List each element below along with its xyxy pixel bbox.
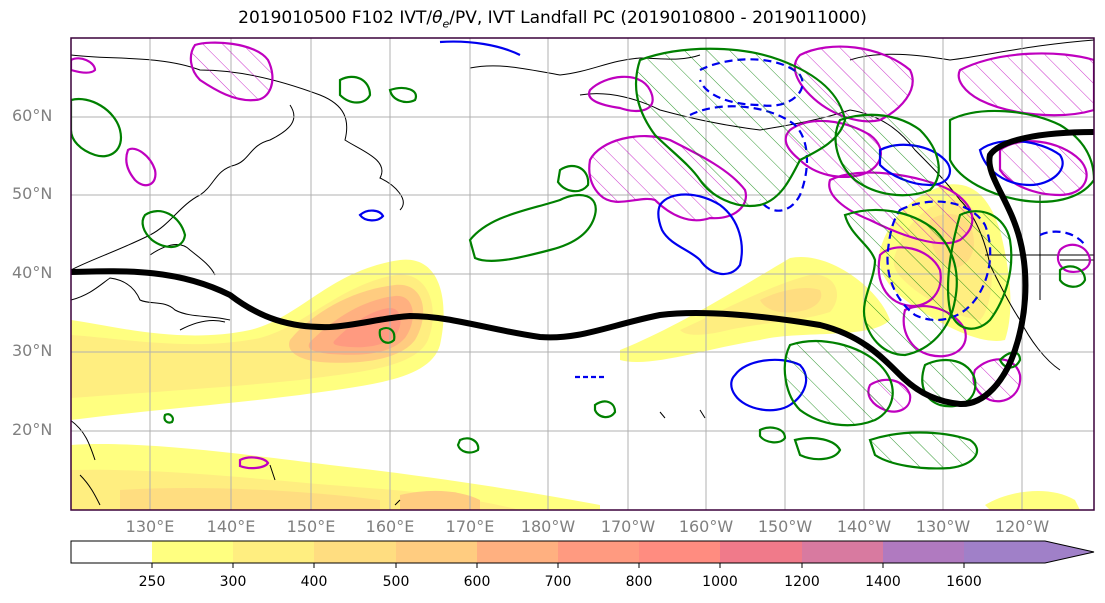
lon-label-130e: 130°E	[125, 517, 175, 536]
colorbar-segment-10	[883, 541, 964, 563]
colorbar-tick-1600: 1600	[946, 574, 982, 590]
colorbar-tick-1200: 1200	[784, 574, 820, 590]
colorbar-tick-1400: 1400	[865, 574, 901, 590]
colorbar-tick-300: 300	[219, 574, 247, 590]
lat-label-40n: 40°N	[12, 263, 53, 282]
colorbar	[70, 540, 1095, 568]
colorbar-segment-5	[477, 541, 558, 563]
colorbar-segment-3	[314, 541, 396, 563]
colorbar-segment-6	[558, 541, 639, 563]
colorbar-tick-500: 500	[382, 574, 410, 590]
colorbar-segment-1	[152, 541, 233, 563]
lon-label-170w: 170°W	[600, 517, 656, 536]
lon-label-160e: 160°E	[365, 517, 415, 536]
colorbar-segment-9	[802, 541, 883, 563]
lon-label-120w: 120°W	[994, 517, 1050, 536]
colorbar-extend-arrow	[964, 541, 1094, 563]
lon-label-150w: 150°W	[757, 517, 813, 536]
lon-label-180w: 180°W	[520, 517, 576, 536]
colorbar-segment-4	[396, 541, 477, 563]
colorbar-segment-0	[71, 541, 152, 563]
figure-title: 2019010500 F102 IVT/θe/PV, IVT Landfall …	[238, 8, 867, 31]
colorbar-segment-2	[233, 541, 314, 563]
colorbar-tick-250: 250	[138, 574, 166, 590]
ivt-landfall-contours	[71, 47, 1094, 470]
colorbar-tick-800: 800	[625, 574, 653, 590]
lon-label-140e: 140°E	[206, 517, 256, 536]
lat-label-30n: 30°N	[12, 341, 53, 360]
colorbar-tick-700: 700	[544, 574, 572, 590]
lon-label-150e: 150°E	[286, 517, 336, 536]
lon-label-140w: 140°W	[836, 517, 892, 536]
lon-label-130w: 130°W	[915, 517, 971, 536]
lat-label-60n: 60°N	[12, 106, 53, 125]
colorbar-tick-600: 600	[463, 574, 491, 590]
colorbar-segment-7	[639, 541, 720, 563]
lat-label-20n: 20°N	[12, 420, 53, 439]
lon-label-170e: 170°E	[445, 517, 495, 536]
lon-label-160w: 160°W	[678, 517, 734, 536]
map-frame	[70, 37, 1095, 511]
lat-label-50n: 50°N	[12, 184, 53, 203]
colorbar-tick-1000: 1000	[702, 574, 738, 590]
landfall-pc-curve	[71, 129, 1094, 408]
colorbar-tick-400: 400	[300, 574, 328, 590]
colorbar-segment-8	[720, 541, 802, 563]
